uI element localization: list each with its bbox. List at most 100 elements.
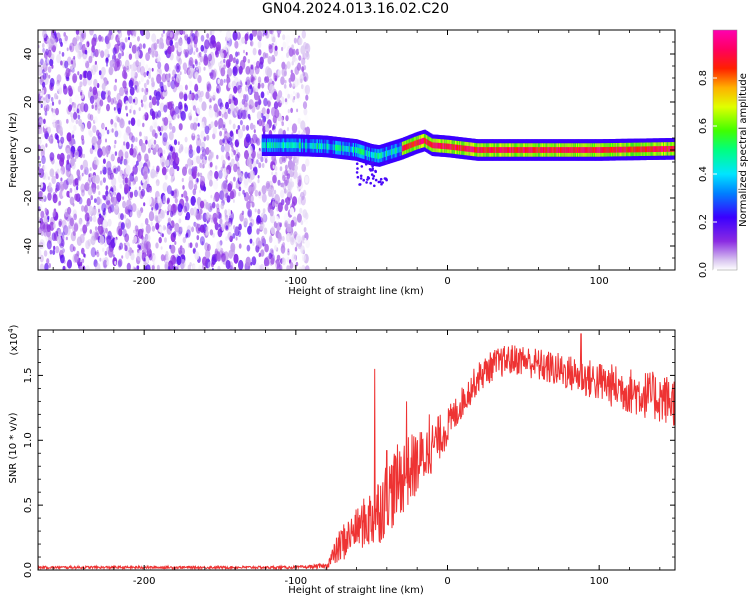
spectrogram-cell xyxy=(129,211,133,217)
spectrogram-cell xyxy=(256,228,260,235)
spectrogram-cell xyxy=(106,260,110,266)
spectrogram-cell xyxy=(235,179,241,190)
spectrogram-cell xyxy=(118,52,122,60)
spectrogram-cell xyxy=(296,213,302,223)
spectrogram-cell xyxy=(58,38,63,44)
spectrogram-cell xyxy=(46,258,50,265)
spectrogram-cell xyxy=(59,157,65,167)
spectrogram-cell xyxy=(171,76,175,82)
spectrogram-cell xyxy=(192,188,197,196)
spectrogram-cell xyxy=(134,225,139,232)
spectrogram-cell xyxy=(498,147,501,153)
spectrogram-cell xyxy=(285,34,291,44)
spectrogram-cell xyxy=(234,40,239,49)
spectrogram-cell xyxy=(255,244,260,253)
spectrogram-cell xyxy=(110,118,114,125)
spectrogram-cell xyxy=(158,42,163,49)
spectrogram-cell xyxy=(253,91,259,101)
snr-x-axis: -200 -100 0 100 xyxy=(52,330,661,587)
spectrogram-cell xyxy=(109,128,112,133)
spectrogram-cell xyxy=(95,262,101,270)
spectrogram-cell xyxy=(157,61,162,69)
spectrogram-cell xyxy=(205,201,210,210)
spectrogram-cell xyxy=(300,45,306,55)
spectrogram-cell xyxy=(175,73,181,83)
spectrogram-cell xyxy=(249,104,252,110)
spectrogram-cell xyxy=(201,101,207,112)
spectrogram-cell xyxy=(272,164,275,169)
spectrogram-cell xyxy=(194,93,199,101)
spectrogram-cell xyxy=(96,251,100,258)
spectrogram-cell xyxy=(175,77,178,82)
spectrogram-cell xyxy=(275,216,280,224)
spectrogram-cell xyxy=(139,58,145,69)
spectrogram-cell xyxy=(155,91,161,101)
spectrogram-cell xyxy=(266,108,270,115)
spectrogram-cell xyxy=(350,146,353,153)
spectrogram-cell xyxy=(107,90,111,97)
spectrogram-cell xyxy=(42,61,47,68)
spectrogram-cell xyxy=(244,150,249,160)
spectrogram-cell xyxy=(40,92,43,97)
spectrogram-cell xyxy=(212,91,217,99)
spectrogram-cell xyxy=(99,170,103,175)
spectrogram-cell xyxy=(230,242,236,253)
spectrogram-cell xyxy=(208,107,214,118)
spectrogram-cell xyxy=(256,151,262,160)
spectrogram-cell xyxy=(266,67,273,78)
spectrogram-cell xyxy=(546,147,549,153)
spectrogram-cell xyxy=(42,72,47,80)
spectrogram-cell xyxy=(93,259,98,268)
spectrogram-cell xyxy=(74,158,77,162)
spectrogram-cell xyxy=(225,259,231,270)
spectrogram-cell xyxy=(168,73,171,78)
spectrogram-cell xyxy=(247,113,251,119)
spectrogram-cell xyxy=(295,261,299,267)
spectrogram-cell xyxy=(73,124,77,131)
spectrogram-cell xyxy=(118,258,123,267)
colorbar-tick-label: 0.6 xyxy=(698,118,709,134)
spectrogram-cell xyxy=(145,223,151,234)
spectrogram-cell xyxy=(70,60,74,65)
spectrogram-cell xyxy=(232,199,235,203)
spectrogram-cell xyxy=(323,143,326,150)
spectrogram-cell xyxy=(47,186,51,194)
spectrogram-cell xyxy=(181,193,184,198)
spectrogram-cell xyxy=(49,152,55,161)
spectrogram-cell xyxy=(238,243,242,249)
spectrogram-cell xyxy=(281,121,285,127)
spectrogram-cell xyxy=(95,174,100,184)
spectrogram-cell xyxy=(382,151,385,158)
spectrogram-cell xyxy=(68,178,73,186)
spectrogram-cell xyxy=(305,94,309,101)
spectrogram-cell xyxy=(401,145,404,152)
spectrogram-cell xyxy=(358,183,361,186)
spectrogram-cell xyxy=(188,180,194,190)
spectrogram-cell xyxy=(146,88,149,93)
spectrogram-cell xyxy=(265,142,268,149)
spectrogram-cell xyxy=(69,121,74,130)
spectrogram-cell xyxy=(627,146,630,153)
spectrogram-cell xyxy=(595,147,597,153)
spectrogram-cell xyxy=(409,142,412,149)
spectrogram-cell xyxy=(60,136,65,144)
spectrogram-cell xyxy=(179,249,183,256)
spectrogram-cell xyxy=(164,264,168,269)
spectrogram-cell xyxy=(167,204,172,213)
spectrogram-cell xyxy=(214,120,219,128)
spectrogram-cell xyxy=(297,187,300,192)
spectrogram-cell xyxy=(185,211,191,221)
spectrogram-cell xyxy=(92,187,96,194)
spectrogram-cell xyxy=(295,92,299,100)
spectrogram-cell xyxy=(51,232,57,241)
spectrogram-cell xyxy=(232,233,236,239)
spectrogram-cell xyxy=(300,142,303,149)
spectrogram-cell xyxy=(121,143,127,153)
spectrogram-cell xyxy=(512,147,515,153)
spectrogram-cell xyxy=(244,33,249,42)
spectrogram-cell xyxy=(243,176,249,186)
spectrogram-cell xyxy=(250,64,254,70)
spectrogram-cell xyxy=(138,80,141,85)
spectrogram-cell xyxy=(193,51,196,55)
spectrogram-cell xyxy=(100,150,103,156)
